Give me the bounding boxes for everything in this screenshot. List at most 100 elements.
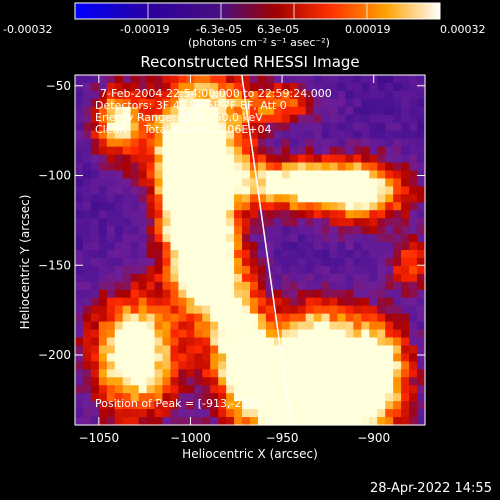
- heatmap-cell: [345, 305, 355, 315]
- heatmap-cell: [82, 377, 92, 386]
- heatmap-cell: [377, 281, 386, 291]
- heatmap-cell: [329, 186, 339, 195]
- heatmap-cell: [82, 313, 92, 323]
- heatmap-cell: [361, 194, 370, 203]
- heatmap-cell: [114, 106, 124, 116]
- heatmap-cell: [305, 218, 315, 227]
- heatmap-cell: [114, 361, 124, 370]
- heatmap-cell: [329, 369, 339, 378]
- heatmap-cell: [154, 401, 164, 410]
- heatmap-cell: [170, 273, 180, 283]
- heatmap-cell: [265, 393, 275, 402]
- heatmap-cell: [114, 130, 124, 140]
- heatmap-cell: [130, 289, 140, 299]
- heatmap-cell: [98, 305, 108, 315]
- heatmap-cell: [114, 90, 124, 100]
- heatmap-cell: [250, 345, 259, 355]
- heatmap-cell: [321, 234, 331, 243]
- heatmap-cell: [297, 265, 307, 275]
- heatmap-cell: [178, 393, 187, 402]
- heatmap-cell: [409, 130, 418, 140]
- heatmap-cell: [138, 106, 148, 116]
- heatmap-cell: [218, 361, 227, 370]
- heatmap-cell: [250, 385, 259, 394]
- heatmap-cell: [234, 75, 243, 84]
- heatmap-cell: [106, 353, 116, 362]
- heatmap-cell: [297, 401, 307, 410]
- heatmap-cell: [401, 385, 410, 394]
- heatmap-cell: [82, 409, 92, 418]
- heatmap-cell: [130, 401, 140, 410]
- heatmap-cell: [305, 242, 315, 251]
- heatmap-cell: [82, 337, 92, 347]
- heatmap-cell: [265, 385, 275, 394]
- heatmap-cell: [218, 170, 227, 180]
- heatmap-cell: [210, 234, 219, 243]
- heatmap-cell: [345, 369, 355, 378]
- heatmap-cell: [186, 162, 195, 172]
- heatmap-cell: [130, 218, 140, 227]
- heatmap-cell: [369, 385, 378, 394]
- heatmap-cell: [409, 273, 418, 283]
- heatmap-cell: [202, 202, 211, 211]
- heatmap-cell: [90, 226, 100, 235]
- heatmap-cell: [313, 202, 323, 211]
- heatmap-cell: [202, 114, 211, 124]
- heatmap-cell: [90, 313, 100, 323]
- heatmap-cell: [385, 250, 394, 259]
- heatmap-cell: [162, 186, 172, 195]
- heatmap-cell: [218, 218, 227, 227]
- heatmap-cell: [409, 226, 418, 235]
- heatmap-cell: [122, 234, 132, 243]
- heatmap-cell: [401, 393, 410, 402]
- heatmap-cell: [75, 90, 84, 100]
- heatmap-cell: [162, 170, 172, 180]
- heatmap-cell: [202, 146, 211, 156]
- heatmap-cell: [98, 353, 108, 362]
- heatmap-cell: [82, 353, 92, 362]
- heatmap-cell: [361, 305, 370, 315]
- heatmap-cell: [353, 194, 362, 203]
- heatmap-cell: [242, 257, 251, 267]
- heatmap-cell: [106, 106, 116, 116]
- heatmap-cell: [194, 75, 203, 84]
- heatmap-cell: [337, 242, 347, 251]
- heatmap-cell: [114, 393, 124, 402]
- heatmap-cell: [122, 313, 132, 323]
- heatmap-cell: [369, 218, 378, 227]
- heatmap-cell: [194, 194, 203, 203]
- heatmap-cell: [226, 114, 235, 124]
- heatmap-cell: [401, 218, 410, 227]
- heatmap-cell: [90, 130, 100, 140]
- heatmap-cell: [393, 265, 402, 275]
- heatmap-cell: [417, 122, 426, 132]
- heatmap-cell: [345, 377, 355, 386]
- heatmap-cell: [369, 321, 378, 331]
- heatmap-cell: [329, 273, 339, 283]
- heatmap-cell: [409, 289, 418, 299]
- heatmap-cell: [226, 385, 235, 394]
- heatmap-cell: [377, 122, 386, 132]
- heatmap-cell: [250, 82, 259, 92]
- heatmap-cell: [265, 226, 275, 235]
- heatmap-cell: [218, 385, 227, 394]
- heatmap-cell: [234, 369, 243, 378]
- heatmap-cell: [385, 401, 394, 410]
- heatmap-cell: [114, 281, 124, 291]
- heatmap-cell: [369, 281, 378, 291]
- heatmap-cell: [234, 178, 243, 187]
- heatmap-cell: [281, 162, 291, 172]
- heatmap-cell: [146, 377, 156, 386]
- heatmap-cell: [305, 194, 315, 203]
- heatmap-cell: [75, 401, 84, 410]
- heatmap-cell: [122, 305, 132, 315]
- heatmap-cell: [281, 361, 291, 370]
- heatmap-cell: [273, 162, 283, 172]
- heatmap-cell: [82, 202, 92, 211]
- heatmap-cell: [377, 385, 386, 394]
- heatmap-cell: [369, 130, 378, 140]
- heatmap-cell: [146, 82, 156, 92]
- annotation-energy-range: Energy Range: 25.0 - 50.0 keV: [95, 111, 263, 124]
- heatmap-cell: [297, 146, 307, 156]
- heatmap-cell: [250, 377, 259, 386]
